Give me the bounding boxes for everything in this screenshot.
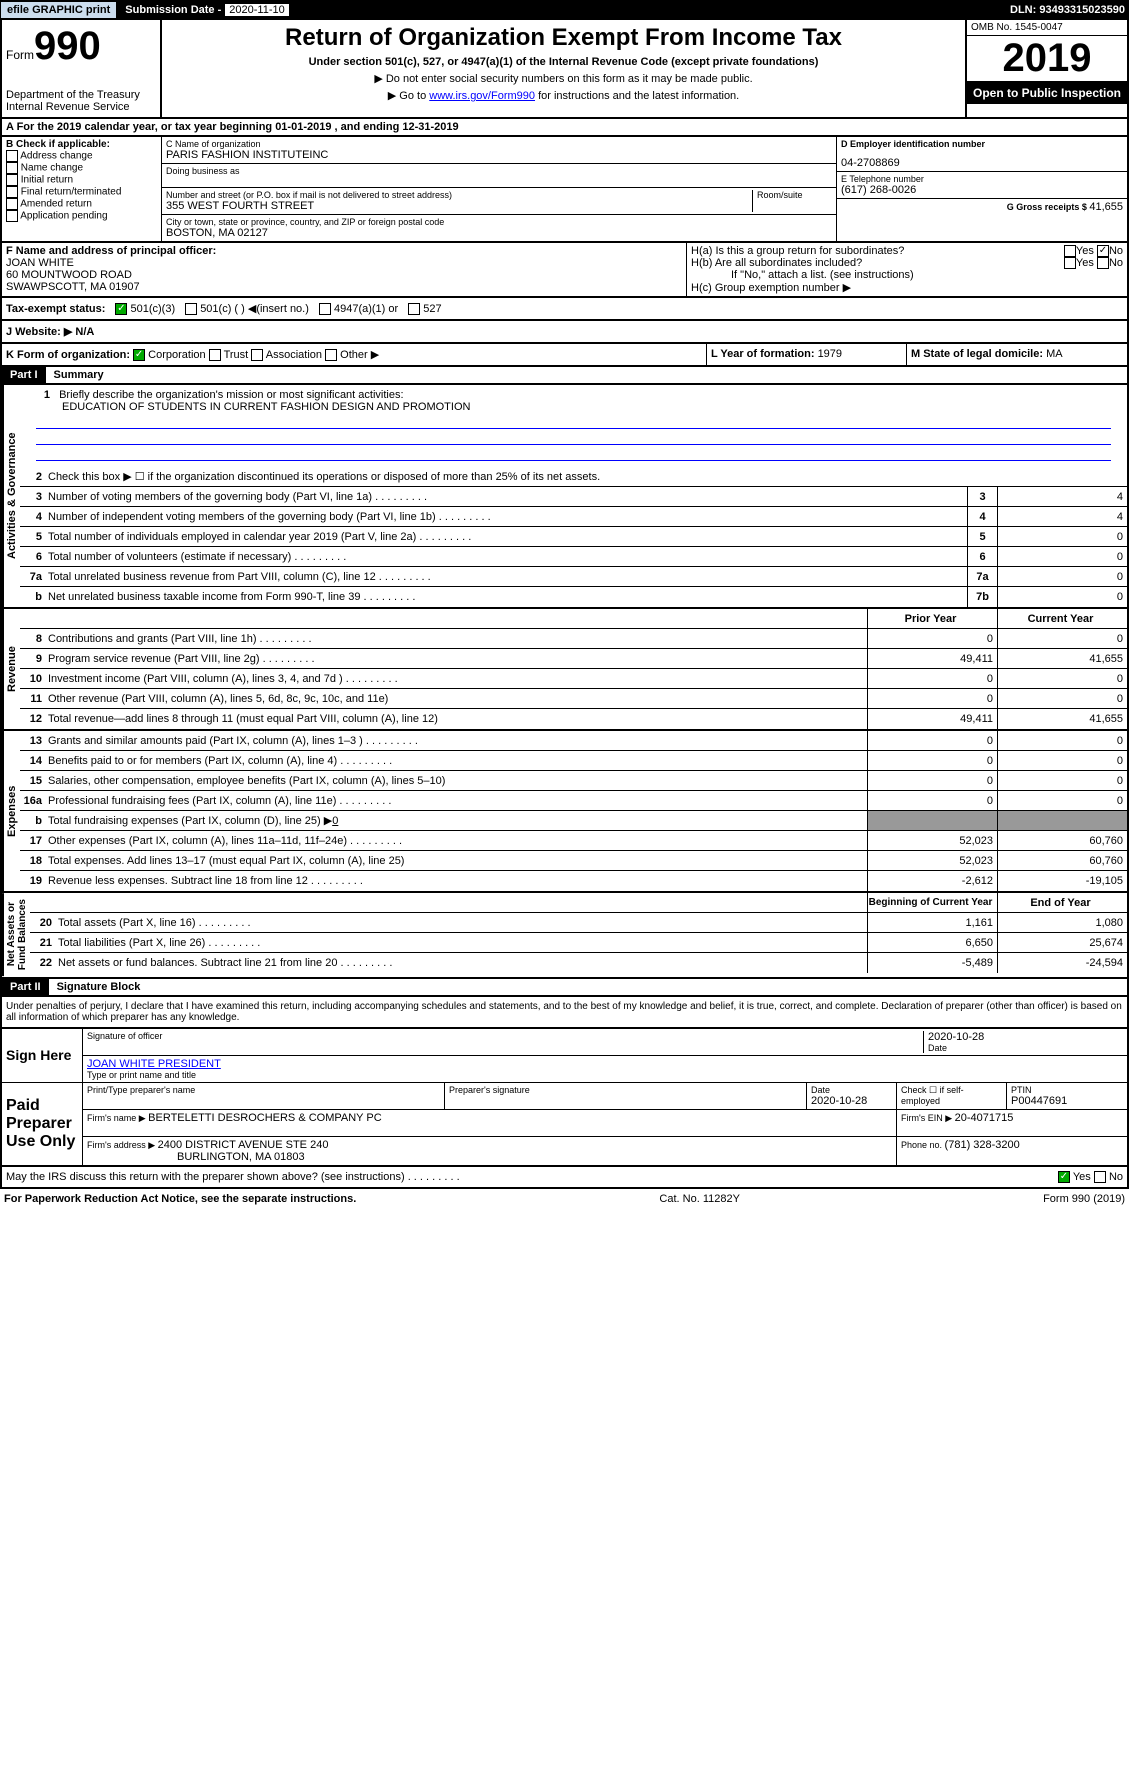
org-address: 355 WEST FOURTH STREET	[166, 200, 752, 212]
summary-revenue: Revenue Prior YearCurrent Year 8Contribu…	[0, 609, 1129, 731]
org-name: PARIS FASHION INSTITUTEINC	[166, 149, 832, 161]
website-val: N/A	[75, 326, 94, 338]
ein: 04-2708869	[841, 157, 1123, 169]
row-a-period: A For the 2019 calendar year, or tax yea…	[0, 119, 1129, 137]
officer-name: JOAN WHITE PRESIDENT	[87, 1058, 1123, 1070]
form-word: Form	[6, 48, 34, 62]
tax-year: 2019	[967, 36, 1127, 82]
form-number: 990	[34, 24, 101, 69]
form-subtitle: Under section 501(c), 527, or 4947(a)(1)…	[166, 56, 961, 68]
firm-phone: (781) 328-3200	[945, 1139, 1020, 1151]
tax-exempt-status: Tax-exempt status: 501(c)(3) 501(c) ( ) …	[0, 298, 1129, 321]
summary-governance: Activities & Governance 1 Briefly descri…	[0, 385, 1129, 609]
year-formation: 1979	[818, 348, 842, 360]
dln: DLN: 93493315023590	[1010, 4, 1129, 16]
omb-number: OMB No. 1545-0047	[967, 20, 1127, 36]
discuss-row: May the IRS discuss this return with the…	[0, 1167, 1129, 1189]
section-bcde: B Check if applicable: Address change Na…	[0, 137, 1129, 243]
instr-goto: ▶ Go to www.irs.gov/Form990 for instruct…	[166, 89, 961, 102]
form-header: Form 990 Department of the Treasury Inte…	[0, 20, 1129, 119]
col-b-checkboxes: B Check if applicable: Address change Na…	[2, 137, 162, 241]
instr-ssn: ▶ Do not enter social security numbers o…	[166, 72, 961, 85]
irs-link[interactable]: www.irs.gov/Form990	[429, 90, 535, 102]
phone: (617) 268-0026	[841, 184, 1123, 196]
vert-revenue: Revenue	[2, 609, 20, 729]
footer: For Paperwork Reduction Act Notice, see …	[0, 1189, 1129, 1209]
submission-date: 2020-11-10	[225, 4, 288, 16]
state-domicile: MA	[1046, 348, 1063, 360]
top-bar: efile GRAPHIC print Submission Date - 20…	[0, 0, 1129, 20]
form-title: Return of Organization Exempt From Incom…	[166, 24, 961, 52]
submission-label: Submission Date -	[121, 4, 225, 16]
row-klm: K Form of organization: Corporation Trus…	[0, 344, 1129, 367]
gross-receipts: 41,655	[1089, 201, 1123, 213]
perjury-statement: Under penalties of perjury, I declare th…	[0, 997, 1129, 1029]
website-row: J Website: ▶ N/A	[0, 321, 1129, 344]
principal-officer: F Name and address of principal officer:…	[2, 243, 687, 296]
summary-expenses: Expenses 13Grants and similar amounts pa…	[0, 731, 1129, 893]
col-c-org: C Name of organization PARIS FASHION INS…	[162, 137, 837, 241]
firm-name: BERTELETTI DESROCHERS & COMPANY PC	[148, 1112, 382, 1124]
summary-netassets: Net Assets or Fund Balances Beginning of…	[0, 893, 1129, 978]
col-h-group: H(a) Is this a group return for subordin…	[687, 243, 1127, 296]
dept-treasury: Department of the Treasury Internal Reve…	[6, 89, 156, 113]
vert-governance: Activities & Governance	[2, 385, 20, 607]
row-fh: F Name and address of principal officer:…	[0, 243, 1129, 298]
part-i-header: Part I Summary	[0, 367, 1129, 385]
ptin-val: P00447691	[1011, 1095, 1123, 1107]
part-ii-header: Part II Signature Block	[0, 979, 1129, 997]
sign-here-label: Sign Here	[2, 1029, 82, 1082]
val-3: 4	[997, 487, 1127, 506]
efile-button[interactable]: efile GRAPHIC print	[0, 1, 117, 19]
org-city: BOSTON, MA 02127	[166, 227, 832, 239]
vert-netassets: Net Assets or Fund Balances	[2, 893, 30, 976]
col-de: D Employer identification number 04-2708…	[837, 137, 1127, 241]
signature-block: Sign Here Signature of officer 2020-10-2…	[0, 1029, 1129, 1167]
firm-ein: 20-4071715	[955, 1112, 1014, 1124]
open-public: Open to Public Inspection	[967, 82, 1127, 104]
mission-text: EDUCATION OF STUDENTS IN CURRENT FASHION…	[28, 401, 470, 413]
vert-expenses: Expenses	[2, 731, 20, 891]
paid-preparer-label: Paid Preparer Use Only	[2, 1083, 82, 1165]
